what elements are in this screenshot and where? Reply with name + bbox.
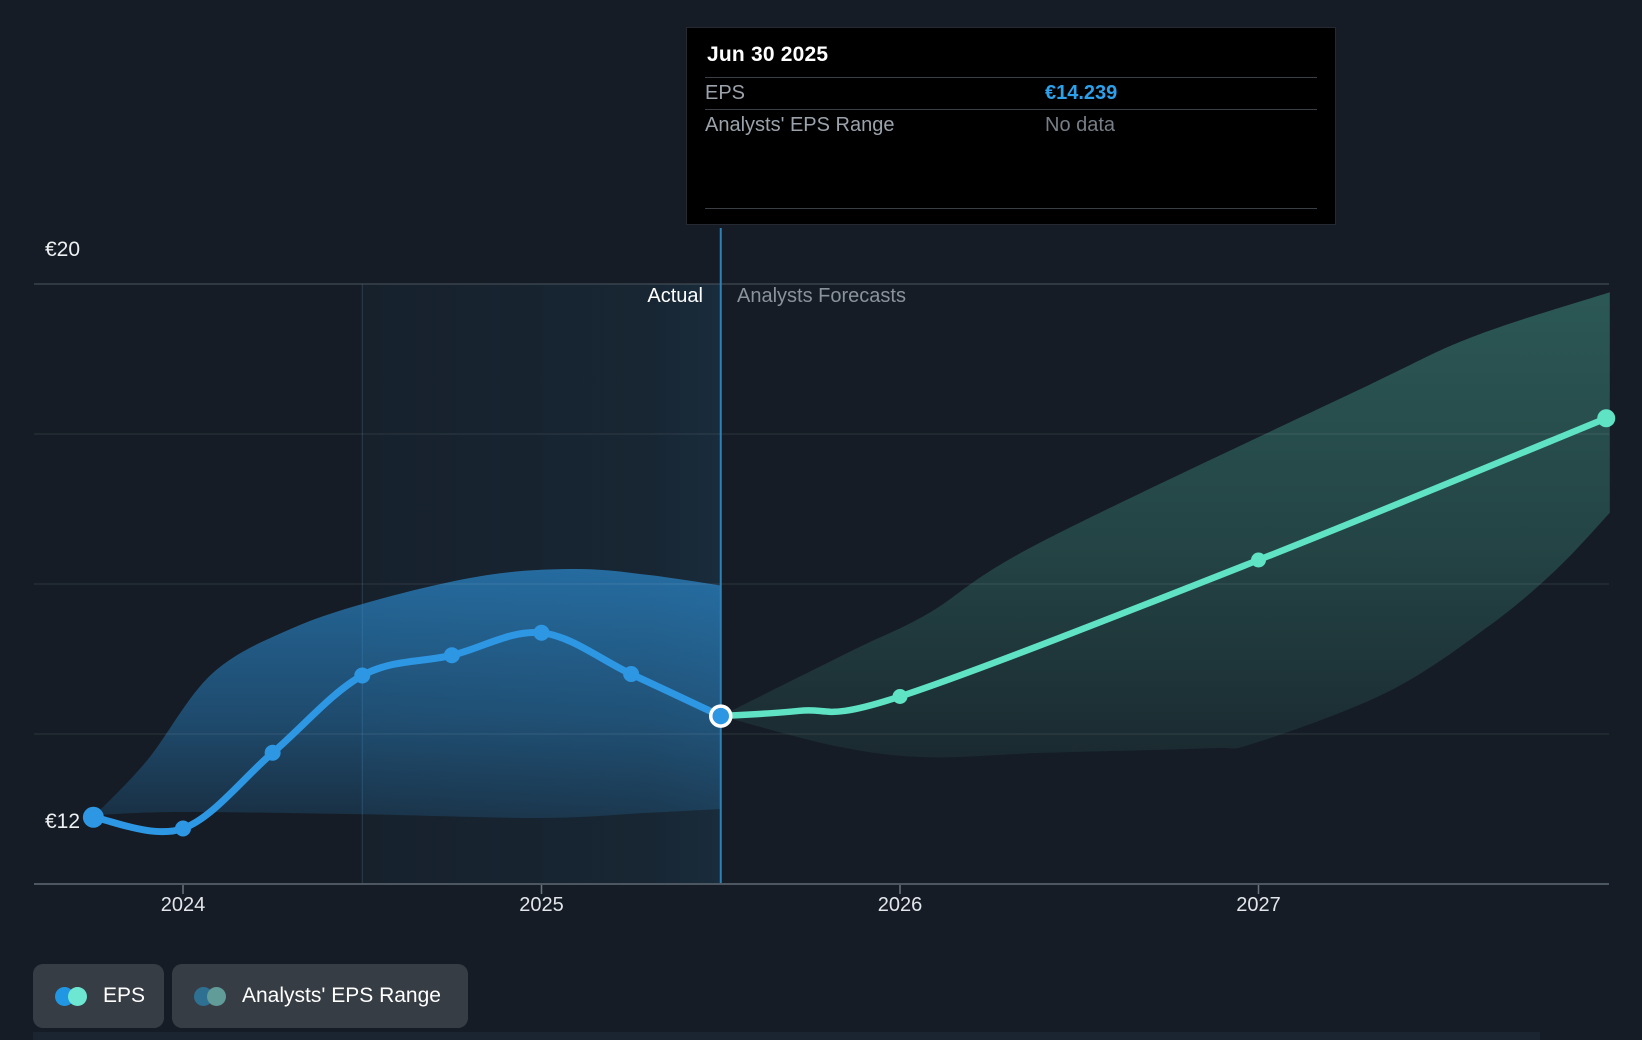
actual-data-point[interactable] xyxy=(82,806,104,828)
selected-data-point[interactable] xyxy=(709,704,733,728)
x-tick-label-2027: 2027 xyxy=(1236,894,1281,916)
range-series-dots-icon xyxy=(194,986,226,1006)
eps-teal-dot-icon xyxy=(68,986,87,1006)
actual-data-point[interactable] xyxy=(533,624,550,641)
tooltip-date: Jun 30 2025 xyxy=(707,43,829,66)
actual-data-point[interactable] xyxy=(354,667,371,684)
y-axis-top-label: €20 xyxy=(45,238,81,261)
tooltip-divider xyxy=(705,109,1317,110)
actual-eps-line xyxy=(89,628,725,836)
tooltip-bottom-divider xyxy=(705,208,1317,209)
legend-item-eps[interactable]: EPS xyxy=(33,964,164,1028)
actual-data-point[interactable] xyxy=(264,744,281,761)
actual-data-point[interactable] xyxy=(175,820,191,837)
forecast-data-point[interactable] xyxy=(892,689,908,704)
chart-tooltip: Jun 30 2025 EPS €14.239 Analysts' EPS Ra… xyxy=(686,27,1336,225)
tooltip-eps-value: €14.239 xyxy=(1045,82,1118,104)
tooltip-eps-label: EPS xyxy=(705,82,746,104)
actual-eps-range-band xyxy=(95,569,721,819)
tooltip-range-row: Analysts' EPS Range No data xyxy=(705,110,1317,141)
actual-data-point[interactable] xyxy=(623,666,640,682)
tooltip-eps-row: EPS €14.239 xyxy=(705,78,1317,109)
tooltip-range-label: Analysts' EPS Range xyxy=(705,114,895,136)
range-teal-dot-icon xyxy=(207,986,226,1006)
forecast-data-point[interactable] xyxy=(1597,409,1616,428)
legend-item-analysts-eps-range[interactable]: Analysts' EPS Range xyxy=(172,964,468,1028)
x-tick-label-2025: 2025 xyxy=(519,894,564,916)
legend-range-label: Analysts' EPS Range xyxy=(242,984,441,1007)
section-label-forecasts: Analysts Forecasts xyxy=(737,285,906,307)
bottom-panel-edge xyxy=(33,1032,1540,1040)
tooltip-range-value: No data xyxy=(1045,114,1116,136)
legend-eps-label: EPS xyxy=(103,984,146,1007)
eps-series-dots-icon xyxy=(55,986,87,1006)
section-label-actual: Actual xyxy=(647,285,703,307)
tooltip-divider xyxy=(705,77,1317,78)
actual-data-point[interactable] xyxy=(443,647,460,664)
x-tick-label-2024: 2024 xyxy=(160,894,206,916)
forecast-data-point[interactable] xyxy=(1251,552,1266,568)
x-tick-label-2026: 2026 xyxy=(877,894,923,916)
forecast-eps-line xyxy=(717,414,1610,720)
forecast-eps-range-band xyxy=(720,292,1610,758)
y-axis-bottom-label: €12 xyxy=(45,810,81,833)
